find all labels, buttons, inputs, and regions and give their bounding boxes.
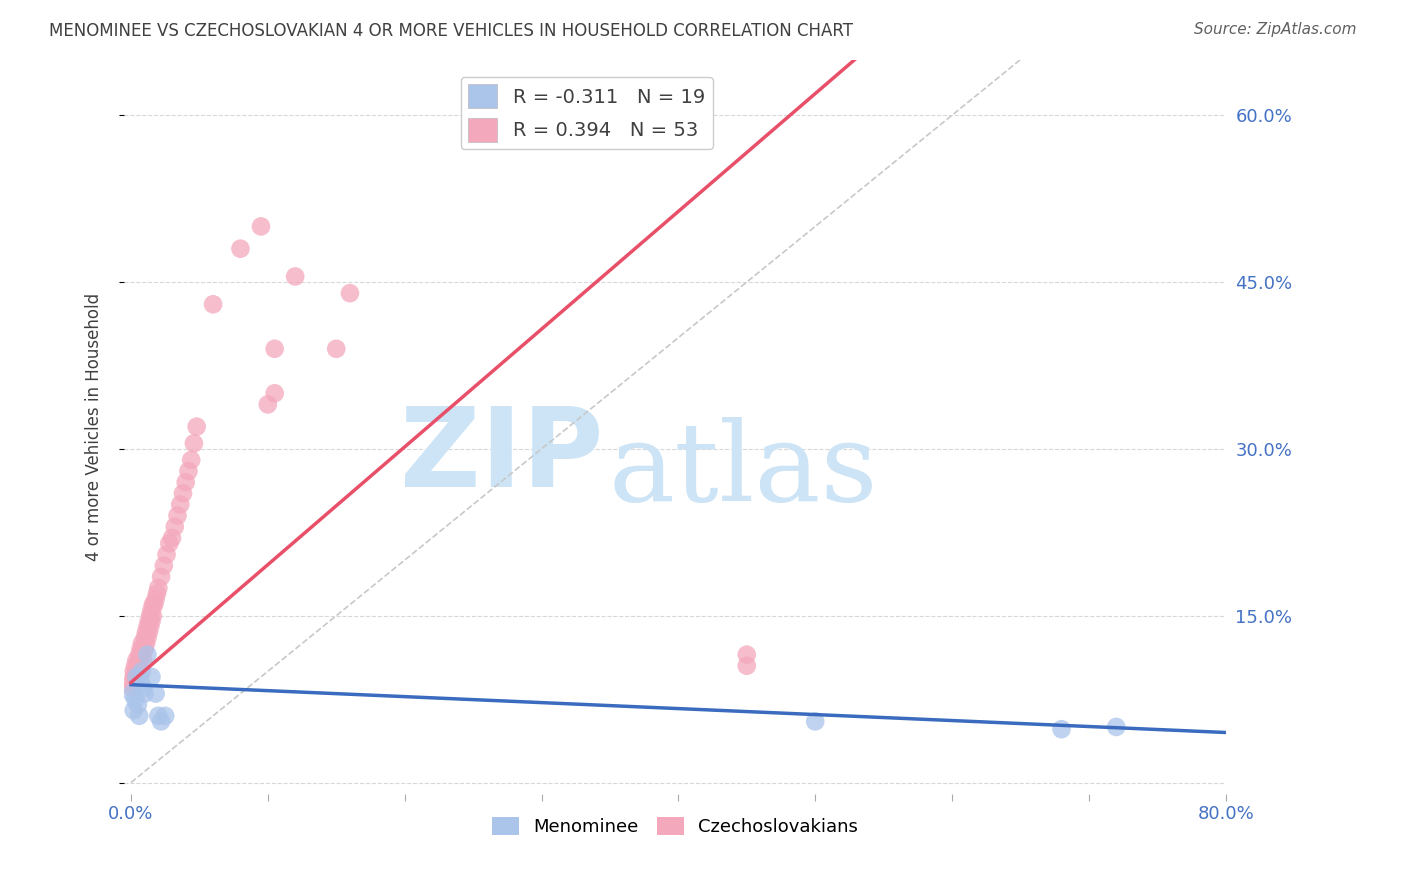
Point	[125, 670, 148, 684]
Point	[172, 486, 194, 500]
Point	[250, 219, 273, 234]
Point	[145, 592, 167, 607]
Point	[135, 636, 157, 650]
Point	[157, 536, 180, 550]
Point	[202, 297, 225, 311]
Point	[141, 603, 163, 617]
Point	[131, 648, 153, 662]
Point	[229, 242, 252, 256]
Point	[145, 687, 167, 701]
Point	[124, 658, 146, 673]
Point	[183, 436, 205, 450]
Point	[134, 642, 156, 657]
Point	[325, 342, 347, 356]
Point	[122, 670, 145, 684]
Point	[148, 708, 170, 723]
Point	[263, 386, 285, 401]
Point	[735, 648, 758, 662]
Point	[132, 681, 155, 695]
Point	[139, 608, 162, 623]
Point	[131, 665, 153, 679]
Point	[146, 586, 169, 600]
Point	[128, 653, 150, 667]
Point	[128, 648, 150, 662]
Point	[122, 665, 145, 679]
Point	[142, 608, 165, 623]
Point	[138, 615, 160, 629]
Point	[132, 653, 155, 667]
Point	[138, 625, 160, 640]
Point	[177, 464, 200, 478]
Point	[129, 642, 152, 657]
Point	[121, 687, 143, 701]
Point	[136, 631, 159, 645]
Point	[160, 531, 183, 545]
Point	[1105, 720, 1128, 734]
Y-axis label: 4 or more Vehicles in Household: 4 or more Vehicles in Household	[86, 293, 103, 561]
Point	[121, 681, 143, 695]
Text: MENOMINEE VS CZECHOSLOVAKIAN 4 OR MORE VEHICLES IN HOUSEHOLD CORRELATION CHART: MENOMINEE VS CZECHOSLOVAKIAN 4 OR MORE V…	[49, 22, 853, 40]
Text: Source: ZipAtlas.com: Source: ZipAtlas.com	[1194, 22, 1357, 37]
Point	[141, 670, 163, 684]
Point	[169, 498, 191, 512]
Point	[136, 648, 159, 662]
Point	[174, 475, 197, 490]
Point	[125, 653, 148, 667]
Point	[128, 708, 150, 723]
Point	[166, 508, 188, 523]
Point	[155, 548, 177, 562]
Point	[134, 631, 156, 645]
Point	[153, 708, 176, 723]
Point	[148, 581, 170, 595]
Point	[141, 615, 163, 629]
Point	[129, 675, 152, 690]
Point	[132, 642, 155, 657]
Point	[1050, 722, 1073, 736]
Point	[136, 620, 159, 634]
Text: atlas: atlas	[609, 417, 879, 524]
Point	[121, 675, 143, 690]
Point	[256, 397, 278, 411]
Point	[127, 658, 149, 673]
Point	[163, 520, 186, 534]
Point	[804, 714, 827, 729]
Point	[127, 670, 149, 684]
Point	[131, 636, 153, 650]
Point	[735, 658, 758, 673]
Point	[122, 703, 145, 717]
Point	[339, 286, 361, 301]
Point	[124, 670, 146, 684]
Point	[125, 665, 148, 679]
Point	[142, 598, 165, 612]
Point	[134, 687, 156, 701]
Point	[150, 714, 173, 729]
Point	[284, 269, 307, 284]
Point	[143, 598, 166, 612]
Point	[153, 558, 176, 573]
Point	[124, 692, 146, 706]
Point	[139, 620, 162, 634]
Text: ZIP: ZIP	[399, 402, 603, 509]
Point	[135, 625, 157, 640]
Point	[180, 453, 202, 467]
Point	[263, 342, 285, 356]
Point	[127, 698, 149, 712]
Point	[186, 419, 208, 434]
Point	[129, 665, 152, 679]
Point	[150, 570, 173, 584]
Legend: R = -0.311   N = 19, R = 0.394   N = 53: R = -0.311 N = 19, R = 0.394 N = 53	[461, 77, 713, 149]
